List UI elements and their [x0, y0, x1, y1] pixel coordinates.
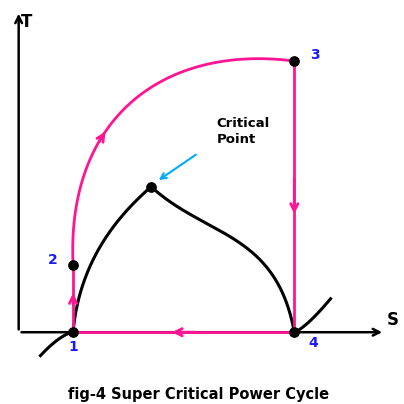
Point: [291, 58, 297, 64]
Point: [148, 183, 154, 190]
Text: 1: 1: [68, 340, 78, 354]
Text: 2: 2: [48, 252, 58, 267]
Point: [70, 329, 76, 335]
Text: T: T: [21, 13, 32, 31]
Text: 3: 3: [311, 48, 320, 62]
Text: fig-4 Super Critical Power Cycle: fig-4 Super Critical Power Cycle: [67, 387, 329, 402]
Text: 4: 4: [309, 336, 319, 350]
Point: [70, 262, 76, 269]
Point: [291, 329, 297, 335]
Text: Critical
Point: Critical Point: [216, 118, 269, 146]
Text: S: S: [387, 311, 399, 329]
